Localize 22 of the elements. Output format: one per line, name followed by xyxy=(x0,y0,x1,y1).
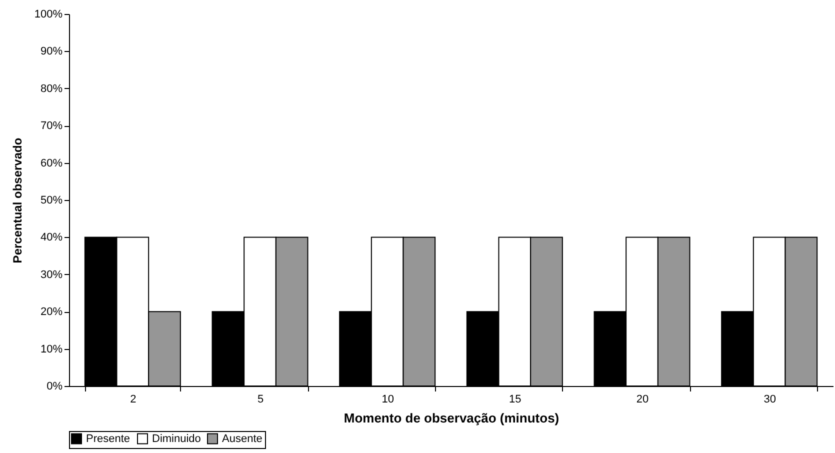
y-tick-label: 80% xyxy=(40,82,63,95)
y-tick-label: 100% xyxy=(34,8,63,20)
y-tick-label: 60% xyxy=(40,157,63,170)
y-tick-label: 10% xyxy=(40,343,63,356)
x-tick-label: 20 xyxy=(636,394,649,406)
x-tick-label: 5 xyxy=(257,394,264,406)
y-tick-label: 30% xyxy=(40,268,63,281)
y-tick-label: 40% xyxy=(40,232,63,244)
y-tick-label: 0% xyxy=(46,380,63,392)
legend-label: Ausente xyxy=(222,432,262,445)
y-axis-title: Percentual observado xyxy=(10,138,24,264)
x-tick-label: 15 xyxy=(509,394,522,406)
x-tick-label: 30 xyxy=(764,394,776,406)
legend-label: Presente xyxy=(86,432,130,445)
x-axis-title: Momento de observação (minutos) xyxy=(344,410,560,426)
y-tick-label: 70% xyxy=(40,120,63,132)
x-tick-label: 10 xyxy=(382,394,394,406)
y-tick-label: 50% xyxy=(40,194,63,206)
y-tick-label: 20% xyxy=(40,306,63,318)
x-tick-label: 2 xyxy=(130,394,136,406)
legend-label: Diminuido xyxy=(152,432,201,445)
y-tick-label: 90% xyxy=(40,46,63,58)
